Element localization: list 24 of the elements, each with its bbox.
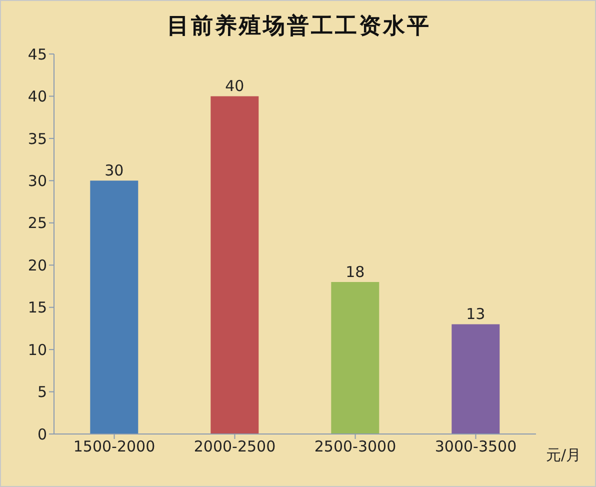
x-axis-title: 元/月 [546,446,581,465]
data-label: 13 [466,305,486,324]
y-tick-label: 35 [28,130,47,148]
y-tick-label: 15 [28,298,47,317]
x-tick-label: 3000-3500 [434,438,517,456]
x-tick-label: 2500-3000 [314,438,396,456]
bar [452,324,500,434]
y-tick-label: 20 [28,256,47,274]
chart-title: 目前养殖场普工工资水平 [166,12,432,41]
y-tick-label: 45 [28,45,47,64]
x-tick-label: 1500-2000 [73,438,156,456]
y-tick-label: 10 [28,340,47,359]
y-tick-label: 30 [28,172,47,190]
data-label: 40 [225,77,244,96]
bar [210,96,259,434]
y-tick-label: 5 [37,383,47,402]
data-label: 30 [104,162,124,180]
y-tick-label: 40 [28,88,47,106]
y-tick-label: 0 [37,425,47,444]
bar [90,180,138,434]
y-tick-label: 25 [28,214,47,232]
x-tick-label: 2000-2500 [194,438,276,456]
data-label: 18 [346,263,365,281]
bar [331,282,380,434]
